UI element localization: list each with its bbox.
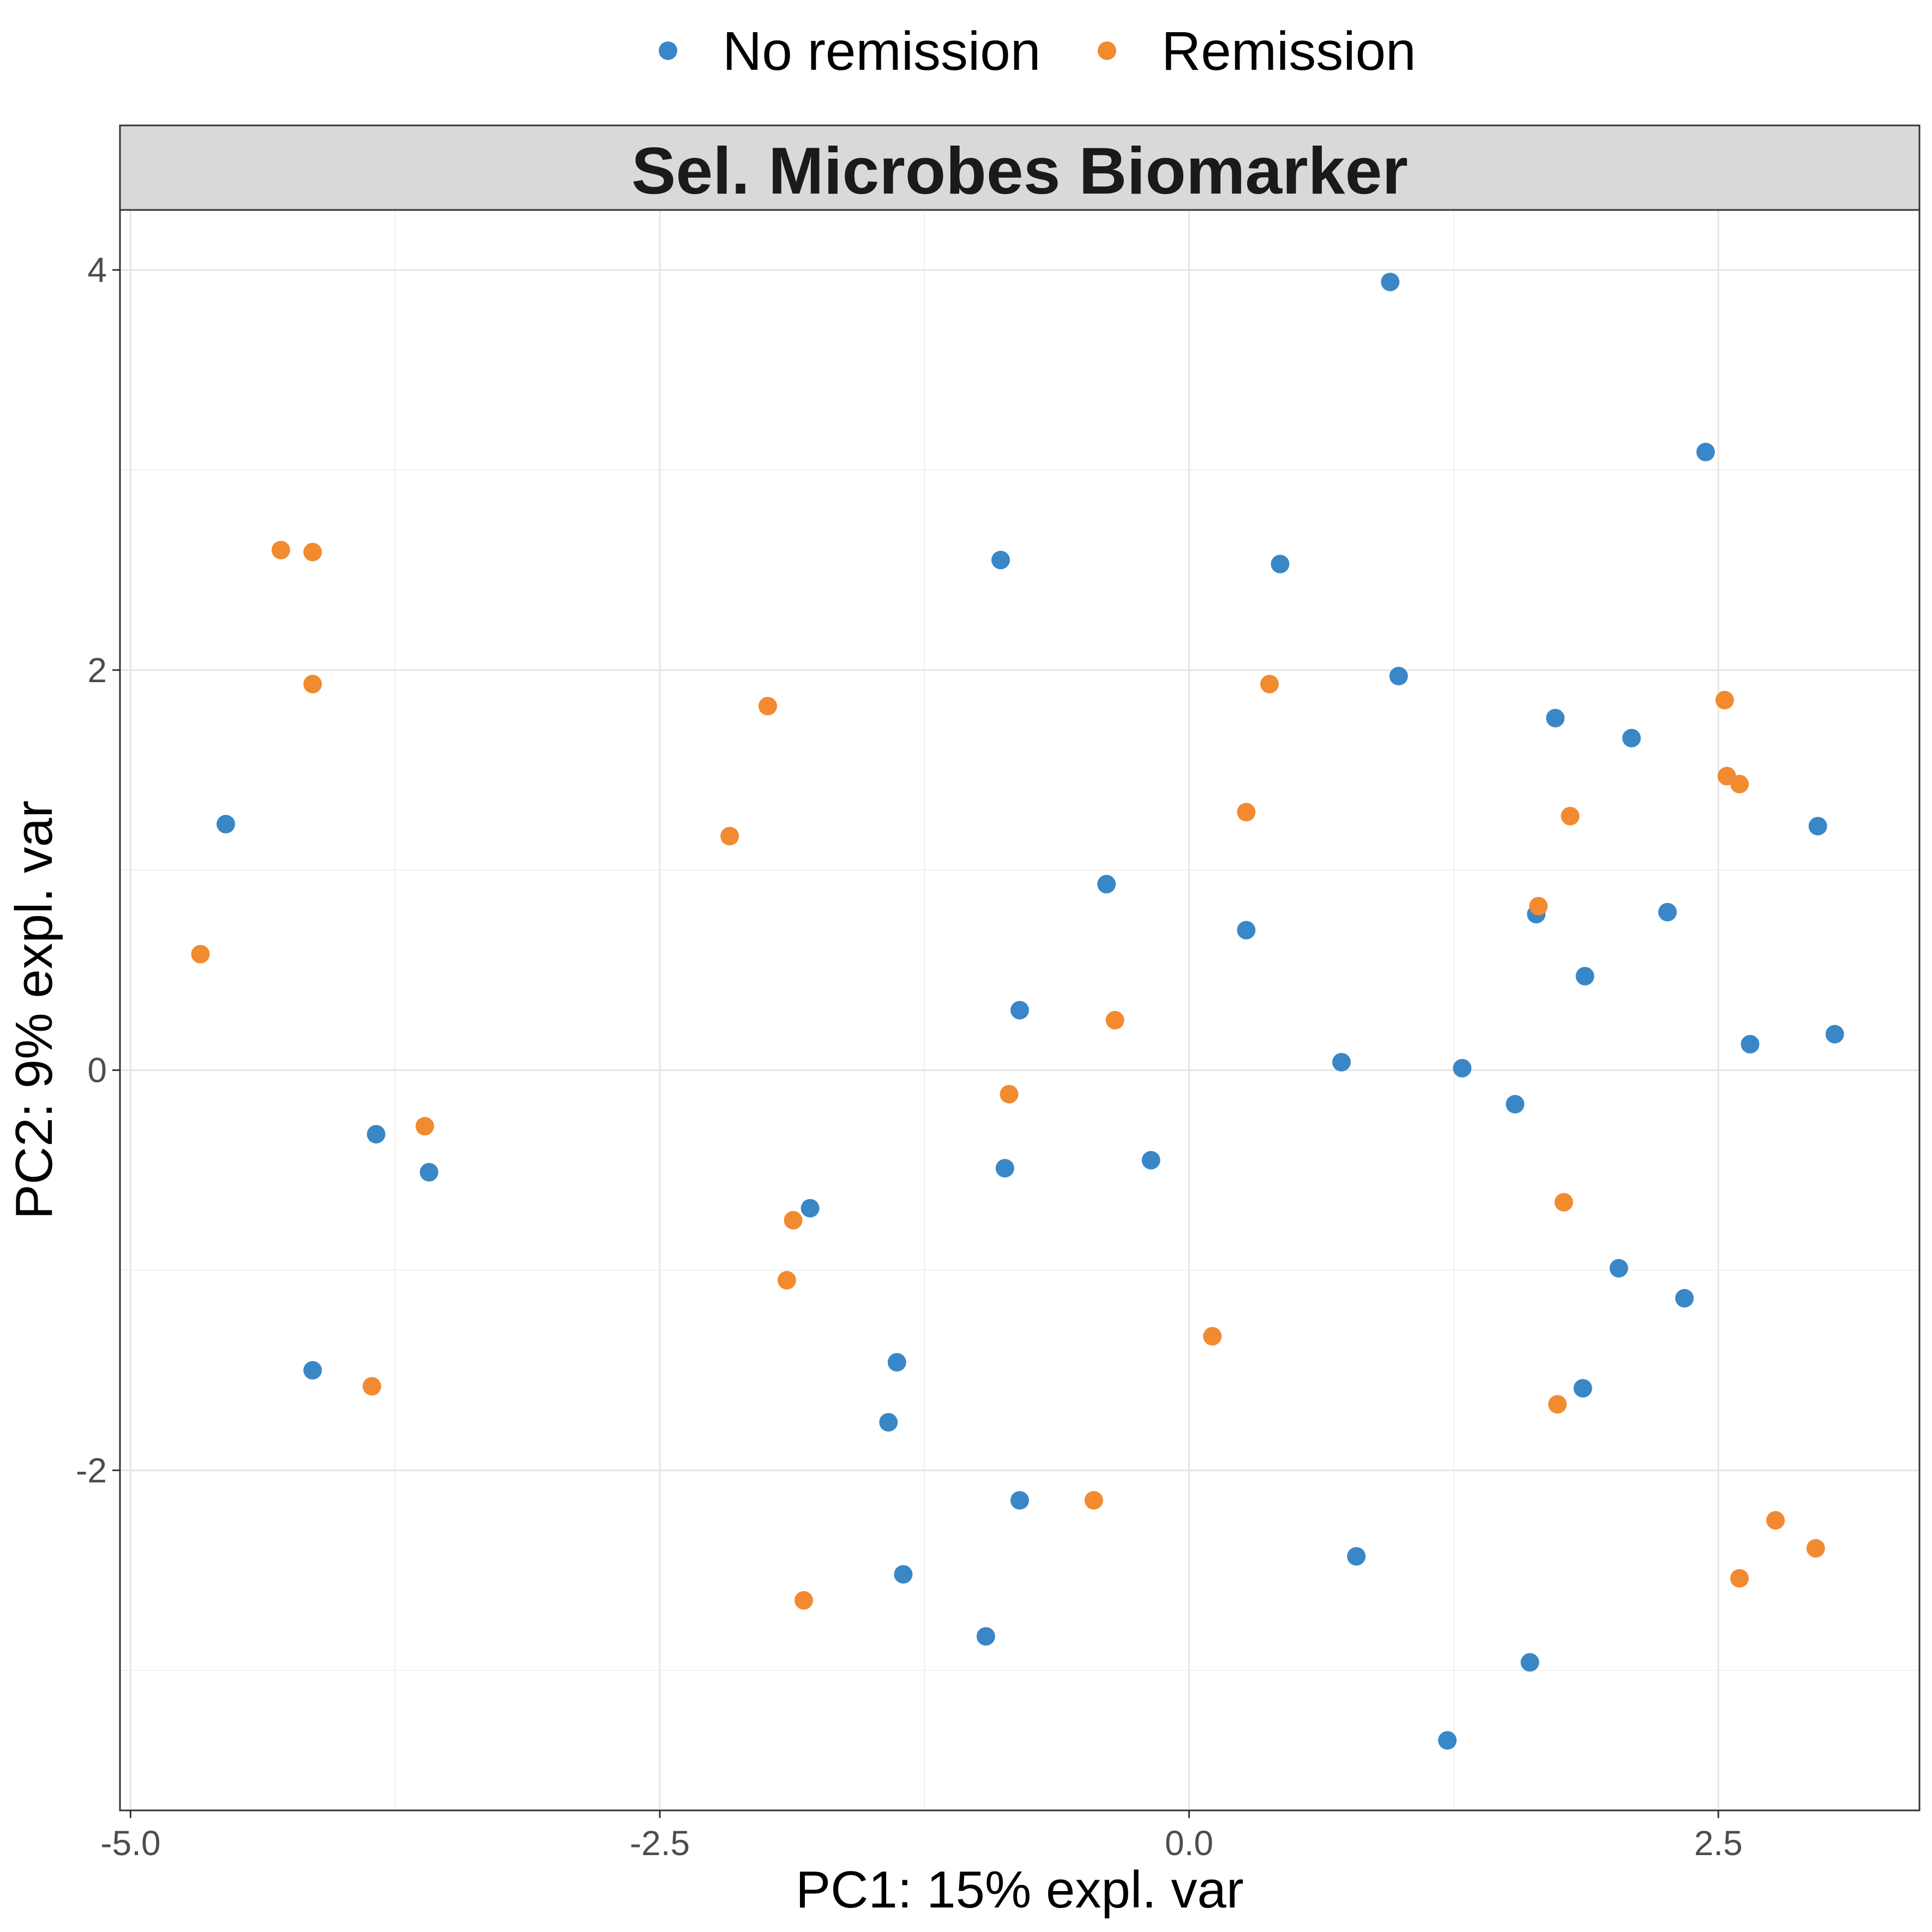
- y-tick-label: 4: [87, 250, 107, 290]
- x-axis: -5.0 -2.5 0.0 2.5: [100, 1810, 1743, 1863]
- y-axis-title: PC2: 9% expl. var: [5, 801, 63, 1219]
- data-point: [303, 543, 322, 562]
- data-point: [759, 696, 777, 715]
- data-point: [995, 1159, 1014, 1178]
- data-point: [1506, 1094, 1525, 1114]
- data-points: [191, 273, 1844, 1750]
- data-point: [1806, 1539, 1825, 1558]
- data-point: [720, 827, 739, 846]
- data-point: [272, 540, 291, 559]
- data-point: [1010, 1491, 1029, 1510]
- legend-key: [659, 41, 677, 60]
- data-point: [1141, 1151, 1160, 1170]
- data-point: [991, 551, 1010, 570]
- data-point: [1546, 708, 1565, 727]
- data-point: [1381, 273, 1400, 292]
- data-point: [1609, 1259, 1628, 1278]
- legend-label: No remission: [723, 21, 1041, 82]
- data-point: [366, 1124, 386, 1143]
- legend-label: Remission: [1161, 21, 1416, 82]
- data-point: [1696, 442, 1715, 461]
- data-point: [1347, 1547, 1366, 1566]
- data-point: [795, 1591, 813, 1610]
- data-point: [1000, 1085, 1019, 1104]
- data-point: [419, 1163, 438, 1182]
- data-point: [1561, 806, 1580, 826]
- data-point: [777, 1271, 796, 1290]
- data-point: [1453, 1058, 1472, 1078]
- y-tick-label: 0: [87, 1051, 107, 1090]
- data-point: [1529, 896, 1548, 916]
- data-point: [1237, 920, 1256, 940]
- legend-key: [1098, 41, 1116, 60]
- data-point: [1808, 816, 1827, 835]
- data-point: [416, 1117, 435, 1136]
- data-point: [1675, 1289, 1694, 1308]
- data-point: [887, 1353, 906, 1372]
- data-point: [1438, 1731, 1457, 1750]
- data-point: [784, 1211, 803, 1230]
- data-point: [1271, 555, 1290, 574]
- data-point: [1548, 1395, 1567, 1414]
- data-point: [191, 944, 210, 964]
- data-point: [894, 1565, 913, 1584]
- data-point: [303, 675, 322, 694]
- data-point: [1658, 902, 1677, 922]
- data-point: [1520, 1653, 1539, 1672]
- y-tick-label: -2: [76, 1450, 107, 1490]
- data-point: [1237, 803, 1256, 822]
- data-point: [1554, 1193, 1573, 1212]
- legend: No remission Remission: [659, 21, 1416, 82]
- data-point: [801, 1199, 820, 1218]
- data-point: [1573, 1379, 1592, 1398]
- data-point: [976, 1627, 995, 1646]
- data-point: [1097, 875, 1116, 894]
- data-point: [1010, 1001, 1029, 1020]
- y-axis: -2 0 2 4: [76, 250, 120, 1490]
- x-tick-label: -5.0: [100, 1823, 160, 1863]
- y-tick-label: 2: [87, 651, 107, 690]
- data-point: [303, 1361, 322, 1380]
- data-point: [1730, 774, 1749, 793]
- facet-strip: [119, 124, 1921, 211]
- data-point: [879, 1413, 898, 1432]
- data-point: [1084, 1491, 1103, 1510]
- data-point: [363, 1377, 381, 1396]
- data-point: [1766, 1511, 1785, 1530]
- x-tick-label: -2.5: [630, 1823, 690, 1863]
- facet-strip-title: Sel. Microbes Biomarker: [631, 134, 1408, 208]
- data-point: [1730, 1569, 1749, 1588]
- data-point: [1105, 1010, 1124, 1030]
- data-point: [1389, 666, 1408, 685]
- plot-panel-border: [119, 209, 1921, 1811]
- data-point: [1622, 729, 1641, 748]
- x-tick-label: 0.0: [1165, 1823, 1213, 1863]
- data-point: [1260, 675, 1279, 694]
- data-point: [1715, 690, 1734, 709]
- data-point: [1203, 1327, 1222, 1346]
- data-point: [1575, 967, 1594, 986]
- x-tick-label: 2.5: [1694, 1823, 1743, 1863]
- data-point: [1741, 1034, 1760, 1054]
- data-point: [1332, 1052, 1351, 1072]
- data-point: [216, 815, 236, 834]
- x-axis-title: PC1: 15% expl. var: [796, 1861, 1244, 1919]
- data-point: [1825, 1025, 1844, 1044]
